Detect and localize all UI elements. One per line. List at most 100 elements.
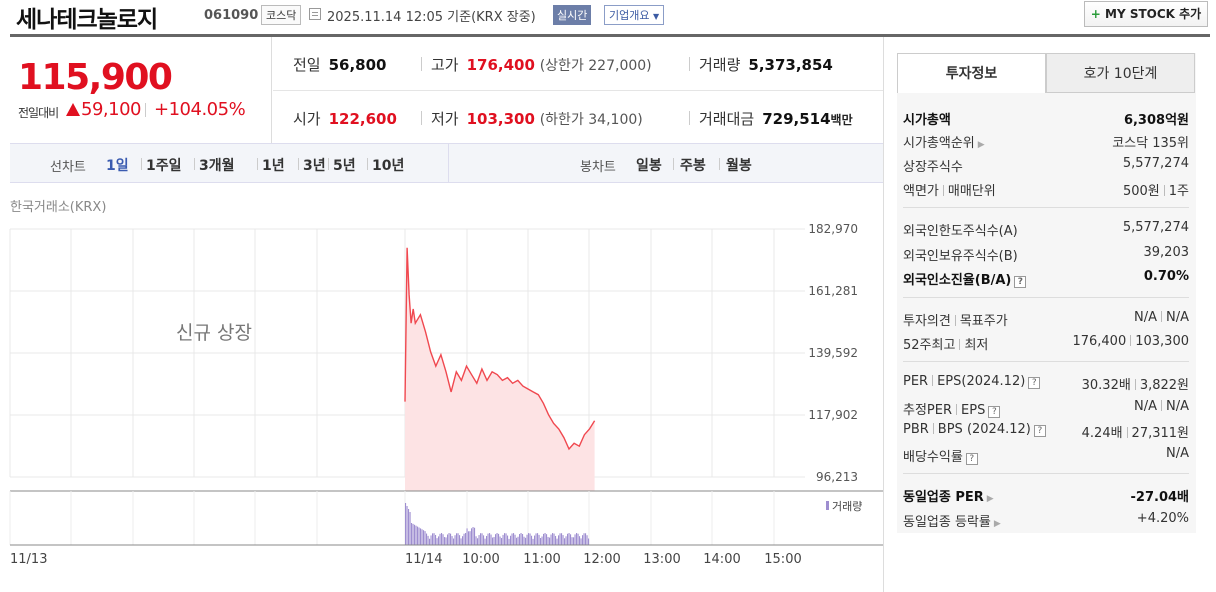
divider bbox=[421, 111, 422, 125]
volume-bar bbox=[414, 524, 416, 545]
sector-per-row[interactable]: 동일업종 PER ▶ -27.04배 bbox=[903, 490, 1189, 505]
volume-bar bbox=[463, 533, 465, 545]
volume-bar bbox=[475, 536, 477, 545]
volume-bar bbox=[502, 534, 504, 545]
x-tick-label: 15:00 bbox=[764, 552, 801, 567]
help-icon[interactable]: ? bbox=[1014, 276, 1027, 288]
divider bbox=[421, 57, 422, 71]
tab-period-6[interactable]: 10년 bbox=[372, 158, 405, 174]
volume-bar bbox=[544, 533, 546, 545]
volume-bar bbox=[480, 533, 482, 545]
volume-bar bbox=[531, 535, 533, 545]
volume-bar bbox=[466, 528, 468, 545]
volume-bar bbox=[462, 536, 464, 545]
volume-legend-label: 거래량 bbox=[832, 500, 862, 513]
volume-bar bbox=[499, 536, 501, 545]
volume-bar bbox=[408, 509, 410, 545]
volume-bar bbox=[534, 535, 536, 545]
volume-bar bbox=[574, 534, 576, 545]
open-price: 시가 122,600 bbox=[293, 110, 397, 128]
volume-bar bbox=[439, 533, 441, 545]
y-tick-label: 96,213 bbox=[816, 470, 858, 484]
candle-chart-label: 봉차트 bbox=[580, 160, 616, 175]
volume-bar bbox=[519, 534, 521, 545]
volume-bar bbox=[505, 533, 507, 545]
volume-bar bbox=[490, 534, 492, 545]
volume-bar bbox=[588, 538, 590, 545]
volume-bar bbox=[450, 533, 452, 545]
volume-bar bbox=[558, 535, 560, 545]
tab-investment-info[interactable]: 투자정보 bbox=[897, 53, 1046, 93]
volume-bar bbox=[538, 534, 540, 545]
tab-candle-1[interactable]: 주봉 bbox=[680, 158, 706, 174]
volume-bar bbox=[526, 534, 528, 545]
volume-bar bbox=[510, 535, 512, 545]
tab-order-book[interactable]: 호가 10단계 bbox=[1046, 53, 1195, 93]
company-overview-button[interactable]: 기업개요 ▼ bbox=[604, 5, 665, 25]
change-percent: +104.05% bbox=[154, 99, 246, 120]
volume-bar bbox=[481, 533, 483, 545]
y-tick-label: 139,592 bbox=[808, 346, 858, 360]
volume-bar bbox=[484, 538, 486, 545]
volume-bar bbox=[576, 533, 578, 545]
volume-bar bbox=[441, 533, 443, 545]
tab-period-2[interactable]: 3개월 bbox=[199, 158, 235, 174]
divider bbox=[719, 158, 720, 170]
divider bbox=[141, 158, 142, 170]
volume-bar bbox=[474, 527, 476, 545]
add-mystock-button[interactable]: + MY STOCK 추가 bbox=[1084, 1, 1208, 27]
volume-bar bbox=[573, 537, 575, 545]
chevron-down-icon: ▼ bbox=[652, 12, 660, 21]
par-value-row: 액면가 매매단위 500원 1주 bbox=[903, 184, 1189, 199]
panel-divider bbox=[883, 37, 884, 592]
volume-bar bbox=[487, 533, 489, 545]
tab-period-5[interactable]: 5년 bbox=[333, 158, 356, 174]
help-icon[interactable]: ? bbox=[1033, 425, 1046, 437]
new-listing-label: 신규 상장 bbox=[176, 322, 252, 344]
volume-bar bbox=[568, 533, 570, 545]
help-icon[interactable]: ? bbox=[1028, 377, 1041, 389]
volume-bar bbox=[492, 537, 494, 545]
volume-bar bbox=[478, 535, 480, 545]
help-icon[interactable]: ? bbox=[988, 406, 1001, 418]
divider bbox=[673, 158, 674, 170]
price-area bbox=[405, 247, 595, 491]
volume-bar bbox=[426, 533, 428, 545]
volume-bar bbox=[436, 538, 438, 545]
volume-bar bbox=[405, 503, 407, 545]
tab-period-1[interactable]: 1주일 bbox=[146, 158, 182, 174]
dividend-row: 배당수익률? N/A bbox=[903, 446, 1189, 465]
volume-bar bbox=[411, 523, 413, 545]
volume-bar bbox=[556, 538, 558, 545]
volume-bar bbox=[522, 534, 524, 545]
volume-bar bbox=[417, 526, 419, 545]
divider bbox=[257, 158, 258, 170]
tab-candle-0[interactable]: 일봉 bbox=[636, 158, 662, 174]
tab-period-4[interactable]: 3년 bbox=[303, 158, 326, 174]
x-tick-label: 10:00 bbox=[462, 552, 499, 567]
volume-bar bbox=[477, 538, 479, 545]
tab-candle-2[interactable]: 월봉 bbox=[726, 158, 752, 174]
volume-bar bbox=[471, 528, 473, 545]
volume-bar bbox=[564, 538, 566, 545]
plus-icon: + bbox=[1090, 7, 1101, 21]
divider bbox=[194, 158, 195, 170]
pbr-row: PBR BPS (2024.12)? 4.24배 27,311원 bbox=[903, 422, 1189, 441]
up-arrow-icon bbox=[66, 103, 80, 116]
tab-period-0[interactable]: 1일 bbox=[106, 158, 129, 174]
volume-bar bbox=[406, 506, 408, 545]
volume-bar bbox=[586, 535, 588, 545]
trade-amount: 거래대금 729,514백만 bbox=[699, 110, 853, 128]
volume-bar bbox=[483, 535, 485, 545]
volume-bar bbox=[529, 533, 531, 545]
volume-bar bbox=[489, 533, 491, 545]
sector-change-row[interactable]: 동일업종 등락률 ▶ +4.20% bbox=[903, 511, 1189, 530]
help-icon[interactable]: ? bbox=[965, 453, 978, 465]
divider bbox=[903, 297, 1189, 298]
volume-bar bbox=[453, 538, 455, 545]
realtime-button[interactable]: 실시간 bbox=[553, 5, 592, 25]
volume-bar bbox=[448, 533, 450, 545]
tab-period-3[interactable]: 1년 bbox=[262, 158, 285, 174]
x-tick-label: 12:00 bbox=[583, 552, 620, 567]
volume-bar bbox=[469, 531, 471, 545]
